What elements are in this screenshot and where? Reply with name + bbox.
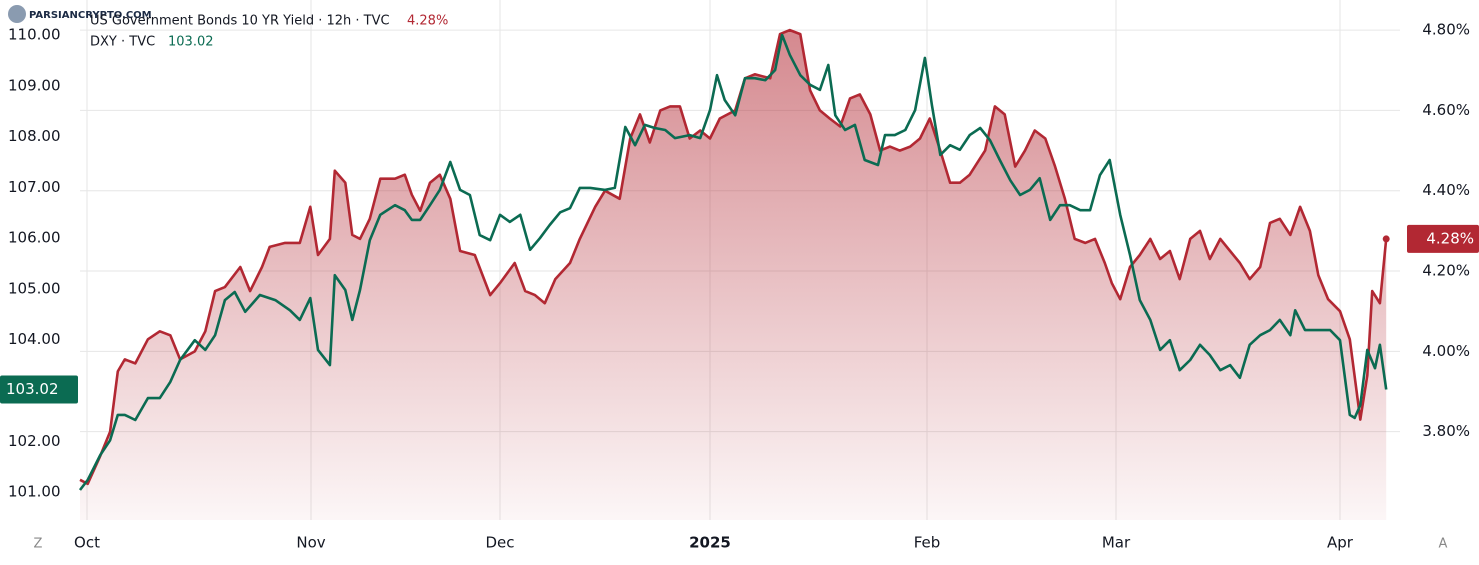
area <box>80 30 1387 520</box>
auto-button[interactable]: A <box>1439 537 1448 552</box>
y-tick-label: 107.00 <box>8 178 61 196</box>
plot <box>78 28 1390 520</box>
watermark: PARSIANCRYPTO.COM <box>8 5 152 23</box>
axes: Oct Nov Dec 2025 Feb Mar Apr 3.80% 4.00% 4.20% 4.4… <box>0 21 1479 552</box>
y-tick-label: 105.00 <box>8 279 61 297</box>
price-badge <box>0 375 78 404</box>
price-badge-label: 4.28% <box>1426 229 1474 247</box>
legend-name: DXY · TVC <box>90 35 155 50</box>
legend-value: 4.28% <box>407 14 448 29</box>
price-badge <box>1407 224 1479 253</box>
x-tick-label: Nov <box>296 534 325 552</box>
x-tick-label: 2025 <box>689 534 731 552</box>
y2-tick-label: 4.40% <box>1422 181 1470 199</box>
price-badge-label: 103.02 <box>6 380 59 398</box>
y-tick-label: 109.00 <box>8 76 61 94</box>
line <box>79 28 1388 486</box>
watermark-text: PARSIANCRYPTO.COM <box>29 10 152 21</box>
watermark-logo <box>8 5 26 23</box>
line <box>78 33 1388 491</box>
legend-name: US Government Bonds 10 YR Yield · 12h · … <box>90 14 390 29</box>
scale-button[interactable]: Z <box>34 537 43 552</box>
x-tick-label: Mar <box>1102 534 1131 552</box>
y2-tick-label: 4.60% <box>1422 101 1470 119</box>
y2-tick-label: 4.20% <box>1422 262 1470 280</box>
y2-tick-label: 4.80% <box>1422 21 1470 39</box>
x-tick-label: Feb <box>914 534 941 552</box>
y-tick-label: 102.00 <box>8 432 61 450</box>
x-tick-label: Dec <box>485 534 514 552</box>
y-tick-label: 106.00 <box>8 229 61 247</box>
legend-value: 103.02 <box>168 35 214 50</box>
x-tick-label: Oct <box>74 534 100 552</box>
y-tick-label: 101.00 <box>8 483 61 501</box>
y2-tick-label: 4.00% <box>1422 342 1470 360</box>
x-tick-label: Apr <box>1327 534 1354 552</box>
y-tick-label: 110.00 <box>8 26 61 44</box>
y-tick-label: 104.00 <box>8 330 61 348</box>
last-point <box>1382 235 1390 243</box>
y-tick-label: 108.00 <box>8 127 61 145</box>
y2-tick-label: 3.80% <box>1422 422 1470 440</box>
